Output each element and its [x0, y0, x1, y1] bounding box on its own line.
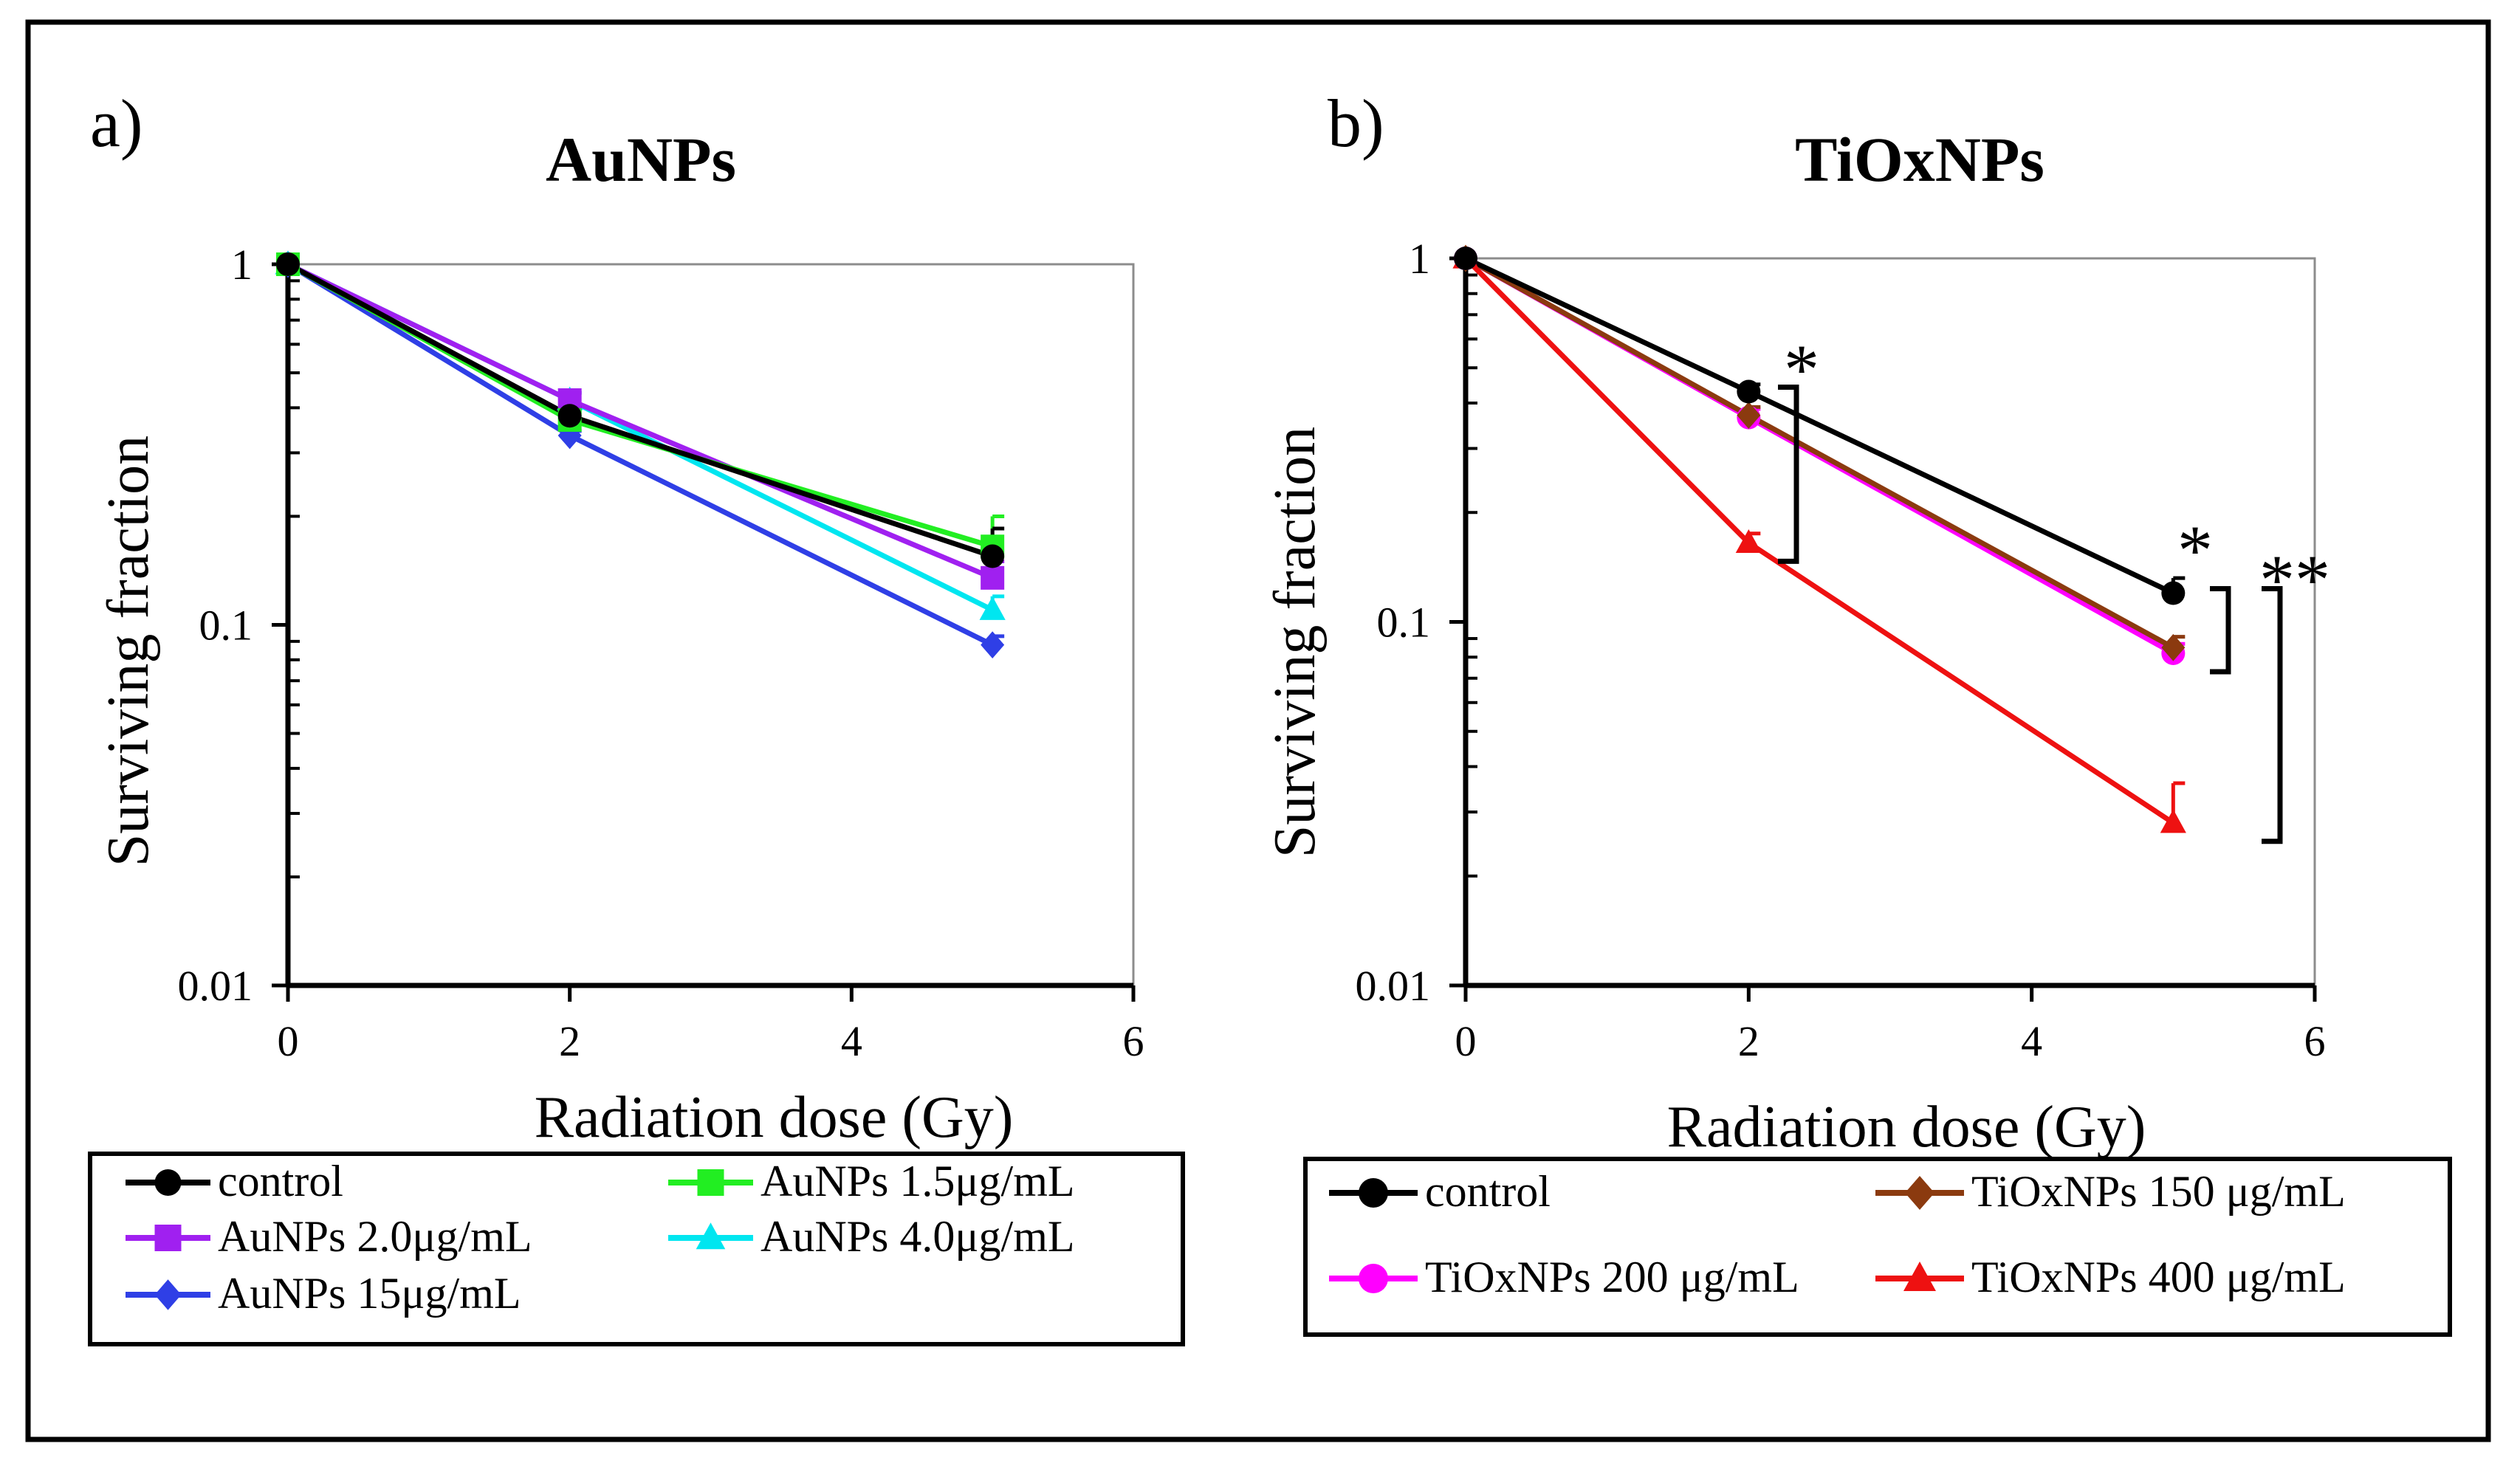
panel-1-x-tick-label: 4 — [2021, 1017, 2042, 1065]
panel-1-x-tick-label: 0 — [1455, 1017, 1477, 1065]
panel-b-legend-box — [1303, 1157, 2452, 1337]
legend-label: AuNPs 2.0μg/mL — [218, 1212, 532, 1261]
legend-swatch-marker — [154, 1279, 182, 1310]
data-point — [557, 404, 582, 428]
panel-b-x-axis-label: Radiation dose (Gy) — [1667, 1095, 2146, 1160]
legend-label: AuNPs 1.5μg/mL — [761, 1157, 1075, 1205]
panel-0-y-tick-label: 0.01 — [178, 962, 253, 1010]
significance-marker: * — [2177, 511, 2213, 590]
panel-a-x-axis-label: Radiation dose (Gy) — [535, 1085, 1014, 1150]
legend-entry: control — [126, 1157, 343, 1205]
legend-label: AuNPs 15μg/mL — [218, 1269, 521, 1318]
panel-a-marks — [275, 250, 1006, 659]
legend-entry: TiOxNPs 150 μg/mL — [1875, 1167, 2346, 1216]
legend-entry: AuNPs 2.0μg/mL — [126, 1212, 532, 1261]
legend-entry: TiOxNPs 400 μg/mL — [1875, 1253, 2346, 1301]
panel-a-title: AuNPs — [546, 124, 736, 195]
legend-swatch-marker — [1905, 1176, 1934, 1210]
significance-bracket — [1778, 385, 1799, 564]
data-point — [981, 631, 1005, 659]
legend-entry: AuNPs 15μg/mL — [126, 1269, 521, 1318]
legend-entry: TiOxNPs 200 μg/mL — [1329, 1253, 1799, 1301]
panel-a-axes: 0 2 4 6 1 0.1 0.01 — [178, 241, 1144, 1065]
data-point — [1737, 379, 1761, 404]
legend-swatch-marker — [154, 1225, 182, 1251]
panel-b-title: TiOxNPs — [1795, 124, 2045, 195]
panel-1-x-tick-label: 6 — [2304, 1017, 2326, 1065]
panel-0-y-tick-label: 1 — [231, 241, 253, 289]
data-point — [2161, 581, 2186, 605]
panel-a-y-axis-label: Surviving fraction — [96, 436, 161, 867]
legend-entry: AuNPs 1.5μg/mL — [668, 1157, 1075, 1205]
data-point — [2160, 809, 2186, 833]
panel-a-legend-box — [88, 1152, 1185, 1346]
panel-0-x-tick-label: 0 — [278, 1017, 299, 1065]
panel-b: b) TiOxNPs Radiation dose (Gy) Surviving… — [1263, 86, 2452, 1337]
data-point — [981, 544, 1005, 568]
legend-label: control — [218, 1157, 343, 1205]
panel-1-x-tick-label: 2 — [1738, 1017, 1759, 1065]
legend-swatch-marker — [1359, 1178, 1388, 1208]
data-point — [981, 565, 1005, 590]
legend-label: AuNPs 4.0μg/mL — [761, 1212, 1075, 1261]
legend-swatch-marker — [154, 1169, 182, 1196]
data-point — [1735, 529, 1762, 553]
panel-1-y-tick-label: 0.1 — [1377, 599, 1431, 647]
data-point — [2161, 633, 2186, 661]
panel-b-legend: control TiOxNPs 150 μg/mL TiOxNPs 200 μg/m… — [1303, 1157, 2452, 1337]
panel-0-y-tick-label: 0.1 — [199, 602, 253, 650]
legend-entry: AuNPs 4.0μg/mL — [668, 1212, 1075, 1261]
data-point — [1737, 402, 1761, 430]
panel-0-x-tick-label: 4 — [841, 1017, 862, 1065]
panel-1-y-tick-label: 0.01 — [1356, 962, 1431, 1010]
legend-label: TiOxNPs 400 μg/mL — [1971, 1253, 2346, 1301]
panel-0-x-tick-label: 2 — [559, 1017, 580, 1065]
legend-label: TiOxNPs 200 μg/mL — [1425, 1253, 1799, 1301]
panel-0-x-tick-label: 6 — [1123, 1017, 1144, 1065]
panel-a-label: a) — [90, 86, 143, 161]
data-point — [1454, 247, 1477, 270]
significance-marker: * — [1784, 330, 1819, 409]
legend-swatch-marker — [697, 1169, 724, 1196]
legend-entry: control — [1329, 1167, 1551, 1216]
data-point — [979, 596, 1006, 620]
legend-swatch-marker — [1903, 1262, 1936, 1291]
legend-label: TiOxNPs 150 μg/mL — [1971, 1167, 2346, 1216]
panel-a: a) AuNPs Radiation dose (Gy) Surviving f… — [88, 86, 1185, 1346]
panel-b-marks — [1452, 244, 2186, 833]
panel-b-y-axis-label: Surviving fraction — [1263, 427, 1328, 858]
panel-1-y-tick-label: 1 — [1409, 235, 1430, 283]
panel-b-significance: ** ** — [1778, 330, 2330, 844]
significance-bracket — [2210, 586, 2231, 675]
panel-a-legend: control AuNPs 1.5μg/mL AuNPs 2.0μg/mL AuNPs… — [88, 1152, 1185, 1346]
legend-swatch-marker — [696, 1222, 726, 1250]
significance-bracket — [2262, 586, 2283, 844]
legend-swatch-marker — [1359, 1264, 1388, 1293]
significance-marker: ** — [2259, 540, 2330, 619]
panel-b-axes: 0 2 4 6 1 0.1 0.01 — [1356, 235, 2326, 1065]
data-point — [276, 252, 300, 276]
panel-b-label: b) — [1328, 86, 1384, 161]
legend-label: control — [1425, 1167, 1551, 1216]
